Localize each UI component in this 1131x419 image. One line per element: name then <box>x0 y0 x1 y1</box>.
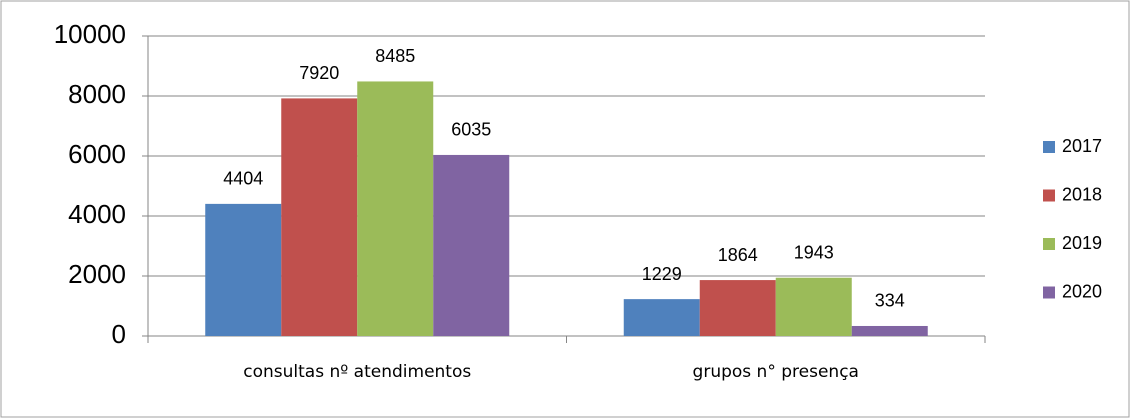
legend-label: 2018 <box>1062 184 1102 204</box>
bar <box>851 325 928 336</box>
data-label: 7920 <box>299 63 339 83</box>
x-tick-label: consultas nº atendimentos <box>243 362 471 382</box>
bar <box>699 280 776 336</box>
data-label: 1229 <box>642 264 682 284</box>
legend-swatch <box>1043 286 1055 299</box>
data-label: 1943 <box>794 242 834 262</box>
y-tick-label: 0 <box>112 319 126 349</box>
bar <box>357 81 434 336</box>
bar <box>775 277 852 336</box>
bar <box>623 299 700 336</box>
legend-label: 2017 <box>1062 136 1102 156</box>
x-tick-label: grupos n° presença <box>693 362 859 382</box>
data-label: 8485 <box>375 46 415 66</box>
y-tick-label: 10000 <box>54 19 126 49</box>
legend-swatch <box>1043 141 1055 153</box>
data-label: 6035 <box>451 120 491 140</box>
y-tick-label: 6000 <box>68 139 126 169</box>
bar <box>433 154 510 336</box>
data-label: 334 <box>875 291 905 311</box>
bar <box>281 98 358 337</box>
legend-label: 2019 <box>1062 233 1102 253</box>
data-label: 1864 <box>718 245 758 265</box>
bar <box>205 203 282 336</box>
y-tick-label: 2000 <box>68 259 126 289</box>
y-tick-label: 4000 <box>68 199 126 229</box>
legend-swatch <box>1043 238 1055 250</box>
legend-swatch <box>1043 189 1055 202</box>
y-tick-label: 8000 <box>68 79 126 109</box>
legend-label: 2020 <box>1062 281 1102 301</box>
data-label: 4404 <box>223 169 263 189</box>
